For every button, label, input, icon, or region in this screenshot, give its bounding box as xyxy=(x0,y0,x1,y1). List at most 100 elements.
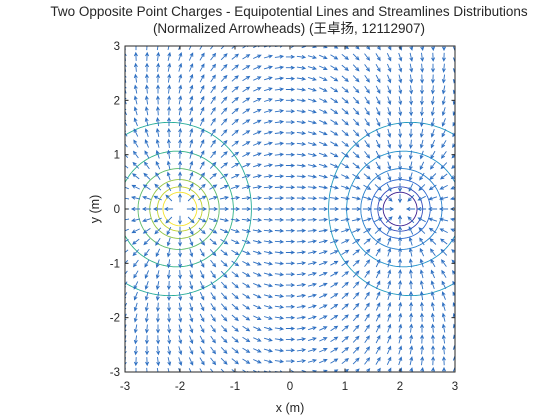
field-arrow xyxy=(452,334,455,342)
field-arrow xyxy=(189,313,194,323)
field-arrow xyxy=(133,259,139,268)
field-arrow xyxy=(285,152,296,157)
field-arrow xyxy=(363,162,371,170)
field-arrow xyxy=(330,141,339,147)
field-arrow xyxy=(156,357,161,367)
field-arrow xyxy=(144,84,149,94)
field-arrow xyxy=(451,259,455,264)
field-arrow xyxy=(420,345,425,355)
field-arrow xyxy=(374,217,383,223)
field-arrow xyxy=(263,130,274,135)
field-arrow xyxy=(408,269,413,279)
field-arrow xyxy=(155,324,161,334)
field-arrow xyxy=(352,346,360,354)
field-arrow xyxy=(385,194,393,202)
field-arrow xyxy=(253,337,262,342)
field-arrow xyxy=(318,152,328,157)
field-arrow xyxy=(318,163,328,168)
field-arrow xyxy=(178,116,183,127)
field-arrow xyxy=(364,118,370,127)
field-arrow xyxy=(375,356,381,365)
field-arrow xyxy=(409,301,414,311)
field-arrow xyxy=(441,323,446,333)
field-arrow xyxy=(296,163,307,168)
field-arrow xyxy=(132,161,140,169)
field-arrow xyxy=(133,73,138,83)
field-arrow xyxy=(319,304,328,309)
field-arrow xyxy=(189,291,194,301)
field-arrow xyxy=(220,107,228,115)
field-arrow xyxy=(408,290,414,300)
field-arrow xyxy=(430,139,436,149)
field-arrow xyxy=(330,358,339,364)
field-arrow xyxy=(220,63,228,72)
field-arrow xyxy=(253,130,262,136)
field-arrow xyxy=(386,226,392,235)
field-arrow xyxy=(307,250,318,255)
field-arrow xyxy=(441,301,446,311)
field-arrow xyxy=(419,107,424,117)
field-arrow xyxy=(274,174,285,179)
field-arrow xyxy=(133,95,138,105)
field-arrow xyxy=(156,73,161,83)
field-arrow xyxy=(441,96,446,106)
field-arrow xyxy=(296,142,307,146)
field-arrow xyxy=(408,172,413,182)
field-arrow xyxy=(253,119,262,125)
field-arrow xyxy=(419,139,424,149)
field-arrow xyxy=(241,174,251,179)
field-arrow xyxy=(167,335,172,345)
field-arrow xyxy=(285,326,296,331)
field-arrow xyxy=(252,228,263,233)
field-arrow xyxy=(274,217,285,222)
field-arrow xyxy=(263,163,273,168)
field-arrow xyxy=(188,63,194,72)
field-arrow xyxy=(296,196,307,201)
field-arrow xyxy=(285,239,296,244)
field-arrow xyxy=(285,261,296,266)
field-arrow xyxy=(144,139,150,148)
field-arrow xyxy=(209,238,217,245)
field-arrow xyxy=(387,139,392,149)
field-arrow xyxy=(231,325,239,332)
field-arrow xyxy=(125,197,130,200)
field-arrow xyxy=(220,325,228,333)
field-arrow xyxy=(133,117,138,127)
field-arrow xyxy=(398,52,403,62)
field-arrow xyxy=(189,171,194,181)
field-arrow xyxy=(307,142,318,146)
field-arrow xyxy=(307,98,317,103)
field-arrow xyxy=(387,290,392,301)
field-arrow xyxy=(420,63,425,73)
field-arrow xyxy=(242,65,251,71)
field-arrow xyxy=(441,280,447,289)
field-arrow xyxy=(398,128,403,139)
field-arrow xyxy=(231,46,238,49)
field-arrow xyxy=(231,369,238,372)
field-arrow xyxy=(398,117,403,128)
field-arrow xyxy=(419,85,425,95)
field-arrow xyxy=(340,217,351,222)
field-arrow xyxy=(362,206,373,212)
field-arrow xyxy=(430,150,436,160)
field-arrow xyxy=(178,368,181,372)
field-arrow xyxy=(263,326,273,331)
field-arrow xyxy=(307,196,318,201)
field-arrow xyxy=(352,64,360,72)
field-arrow xyxy=(144,302,149,312)
field-arrow xyxy=(318,228,329,233)
field-arrow xyxy=(341,336,349,343)
field-arrow xyxy=(146,367,148,372)
field-arrow xyxy=(441,366,447,372)
field-arrow xyxy=(330,152,339,158)
field-arrow xyxy=(330,336,339,342)
field-arrow xyxy=(210,346,216,355)
field-arrow xyxy=(352,270,360,278)
field-arrow xyxy=(341,249,350,255)
field-arrow xyxy=(199,368,205,372)
field-arrow xyxy=(242,271,251,277)
field-arrow xyxy=(330,119,339,125)
field-arrow xyxy=(285,87,296,92)
field-arrow xyxy=(387,258,392,268)
field-arrow xyxy=(178,149,183,159)
